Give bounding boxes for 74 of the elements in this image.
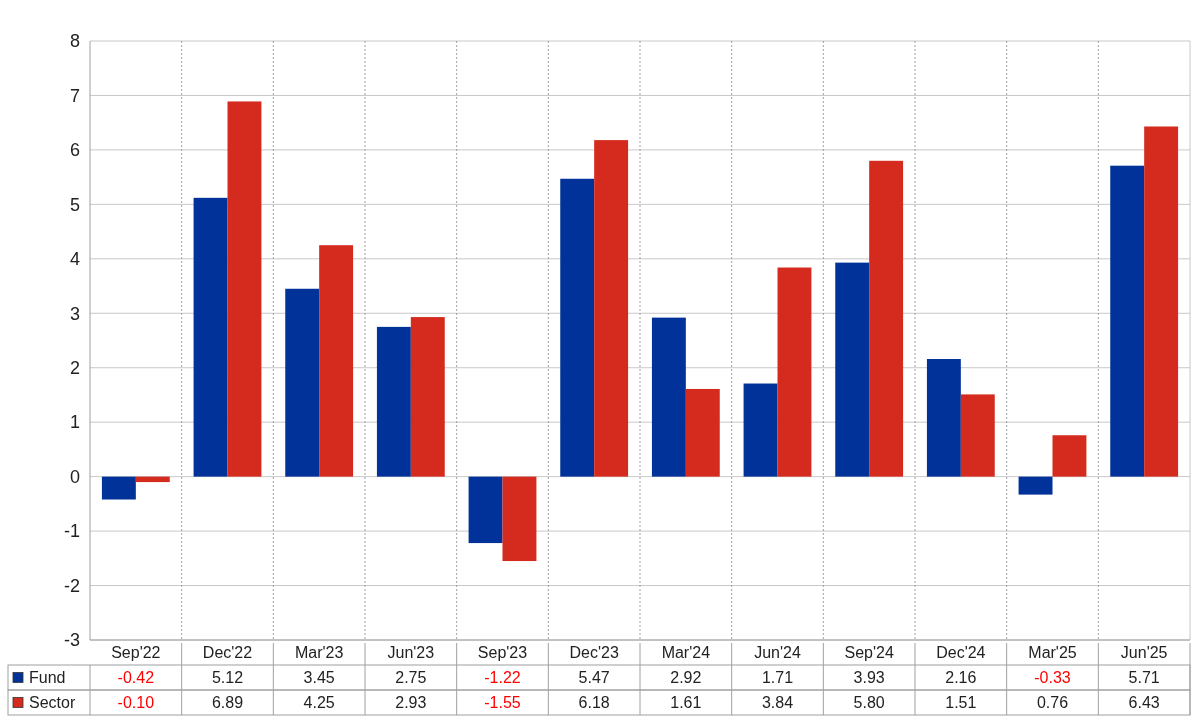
- data-label: 1.61: [670, 694, 702, 712]
- legend-label: Fund: [29, 669, 66, 687]
- bar: [285, 288, 320, 477]
- bar: [777, 267, 812, 477]
- bar: [468, 476, 503, 544]
- data-label: 5.12: [211, 669, 244, 687]
- bar: [960, 394, 995, 477]
- data-label: 1.51: [945, 694, 977, 712]
- y-tick-label: -2: [63, 575, 80, 596]
- data-label: 6.89: [211, 694, 244, 712]
- data-label: 3.45: [303, 669, 335, 687]
- y-tick-label: 8: [69, 31, 80, 52]
- bar: [227, 101, 262, 477]
- y-tick-label: 6: [69, 140, 80, 161]
- y-tick-label: -3: [63, 630, 80, 651]
- bar: [685, 388, 720, 477]
- x-tick-label: Sep'22: [111, 644, 161, 662]
- y-tick-label: 2: [69, 358, 80, 379]
- bar: [410, 317, 445, 477]
- data-label: -1.55: [484, 694, 521, 712]
- bar: [869, 160, 904, 477]
- bar: [193, 197, 228, 477]
- y-tick-label: 5: [69, 194, 80, 215]
- data-label: 6.43: [1128, 694, 1160, 712]
- bar: [376, 326, 411, 477]
- data-label: -0.33: [1034, 669, 1071, 687]
- data-label: 5.71: [1128, 669, 1160, 687]
- y-tick-label: 4: [69, 249, 80, 270]
- data-label: 0.76: [1036, 694, 1069, 712]
- x-tick-label: Jun'23: [387, 644, 435, 662]
- bar: [502, 476, 537, 562]
- data-label: 2.16: [945, 669, 977, 687]
- data-label: 2.92: [670, 669, 702, 687]
- data-label: 5.47: [578, 669, 610, 687]
- bar: [651, 317, 686, 477]
- data-label: -0.42: [117, 669, 155, 687]
- bar: [101, 476, 136, 500]
- data-label: -1.22: [484, 669, 521, 687]
- y-tick-label: 0: [69, 466, 80, 487]
- bar: [1110, 165, 1145, 477]
- bar: [1144, 126, 1179, 477]
- y-tick-label: 3: [69, 303, 80, 324]
- x-tick-label: Sep'23: [477, 644, 528, 662]
- data-label: 2.93: [395, 694, 427, 712]
- x-tick-label: Sep'24: [844, 644, 894, 662]
- legend-label: Sector: [29, 694, 76, 712]
- data-label: -0.10: [117, 694, 155, 712]
- x-tick-label: Dec'23: [569, 644, 619, 662]
- bar: [1018, 476, 1053, 495]
- bar: [319, 245, 354, 477]
- data-label: 6.18: [578, 694, 610, 712]
- data-label: 3.93: [853, 669, 885, 687]
- data-label: 4.25: [303, 694, 335, 712]
- y-tick-label: 1: [69, 412, 80, 433]
- y-tick-label: 7: [69, 85, 80, 106]
- x-tick-label: Jun'25: [1120, 644, 1168, 662]
- bar: [743, 383, 778, 477]
- data-label: 2.75: [395, 669, 427, 687]
- x-tick-label: Mar'25: [1028, 644, 1077, 662]
- bar: [835, 262, 870, 477]
- data-label: 3.84: [761, 694, 794, 712]
- x-tick-label: Dec'22: [202, 644, 253, 662]
- y-tick-label: -1: [63, 521, 80, 542]
- bar: [1052, 435, 1087, 477]
- data-label: 5.80: [853, 694, 885, 712]
- bar: [135, 476, 170, 483]
- x-tick-label: Mar'23: [294, 644, 344, 662]
- data-label: 1.71: [761, 669, 794, 687]
- bar: [560, 178, 595, 477]
- x-tick-label: Mar'24: [661, 644, 711, 662]
- x-tick-label: Jun'24: [754, 644, 801, 662]
- bar: [594, 140, 629, 477]
- x-tick-label: Dec'24: [936, 644, 986, 662]
- bar: [926, 359, 961, 477]
